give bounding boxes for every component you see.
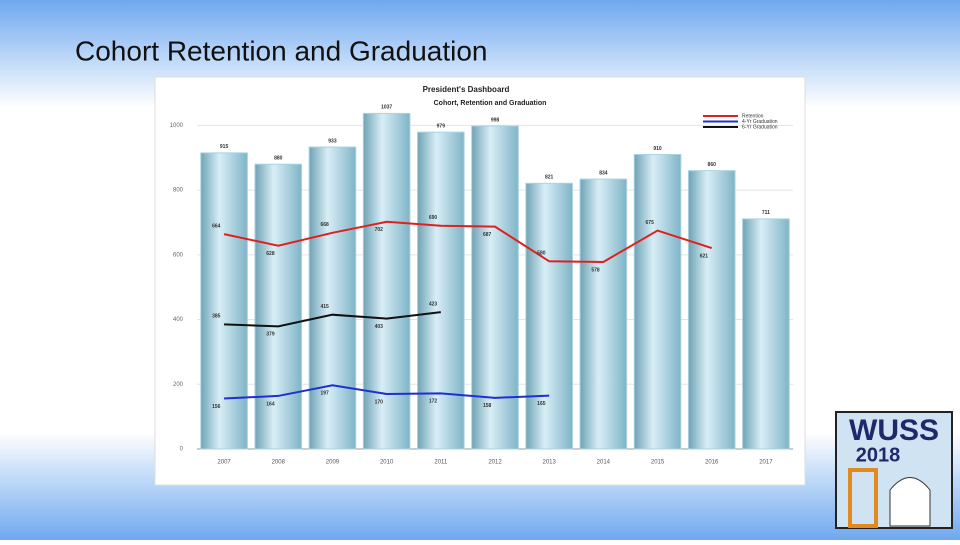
x-tick-label: 2015 <box>651 460 665 466</box>
legend-label: 6-Yr Graduation <box>742 124 778 130</box>
y-tick-label: 0 <box>180 447 184 453</box>
x-tick-label: 2014 <box>597 460 611 466</box>
line-label: 664 <box>212 223 221 229</box>
line-label: 580 <box>537 251 546 257</box>
x-tick-label: 2007 <box>217 460 231 466</box>
bar-label: 998 <box>491 117 500 123</box>
bar <box>254 163 303 450</box>
bar <box>471 125 519 450</box>
bar-label: 821 <box>545 175 554 181</box>
x-tick-label: 2009 <box>326 460 340 466</box>
bar <box>742 218 790 450</box>
line-label: 675 <box>646 220 655 226</box>
line-label: 403 <box>375 324 384 330</box>
line-label: 165 <box>537 401 546 407</box>
logo-tower <box>848 468 878 528</box>
bar-label: 910 <box>653 146 662 152</box>
y-tick-label: 800 <box>173 188 184 194</box>
line-label: 170 <box>375 399 384 405</box>
bar-label: 834 <box>599 170 608 176</box>
line-label: 415 <box>320 304 329 310</box>
line-label: 702 <box>375 227 384 233</box>
line-label: 628 <box>266 251 275 257</box>
chart-subtitle: Cohort, Retention and Graduation <box>434 100 547 107</box>
x-tick-label: 2010 <box>380 460 394 466</box>
bar-label: 711 <box>762 210 770 216</box>
slide-title: Cohort Retention and Graduation <box>75 35 488 66</box>
logo-year: 2018 <box>856 444 901 466</box>
x-tick-label: 2017 <box>759 460 773 466</box>
bar <box>362 112 411 450</box>
line-label: 423 <box>429 301 438 307</box>
y-tick-label: 1000 <box>170 123 184 129</box>
bar-label: 933 <box>328 138 337 144</box>
chart-title: President's Dashboard <box>423 85 510 94</box>
bar-label: 860 <box>708 162 717 168</box>
line-label: 687 <box>483 232 492 238</box>
line-label: 164 <box>266 401 275 407</box>
line-label: 172 <box>429 399 438 405</box>
line-label: 158 <box>483 403 492 409</box>
legend-label: Retention <box>742 113 764 119</box>
line-label: 379 <box>266 332 275 338</box>
x-tick-label: 2011 <box>434 460 448 466</box>
line-label: 690 <box>429 215 438 221</box>
legend-label: 4-Yr Graduation <box>742 119 778 125</box>
bar-label: 979 <box>437 123 446 129</box>
x-tick-label: 2016 <box>705 460 719 466</box>
x-tick-label: 2012 <box>488 460 502 466</box>
line-label: 385 <box>212 314 221 320</box>
logo-text: WUSS <box>849 414 939 447</box>
line-label: 197 <box>320 391 329 397</box>
line-label: 578 <box>591 267 600 273</box>
bar-label: 880 <box>274 156 283 162</box>
bar <box>579 178 628 450</box>
line <box>223 220 713 263</box>
bar-label: 915 <box>220 144 229 150</box>
bar <box>525 182 573 450</box>
line <box>224 311 441 328</box>
logo-capitol <box>889 477 931 527</box>
x-tick-label: 2013 <box>543 460 557 466</box>
line-label: 621 <box>700 253 709 259</box>
y-tick-label: 600 <box>173 252 184 258</box>
x-tick-label: 2008 <box>272 460 286 466</box>
y-tick-label: 200 <box>173 382 184 388</box>
line <box>224 384 550 400</box>
logo: WUSS 2018 <box>835 411 953 529</box>
bar <box>633 153 682 450</box>
bar <box>687 170 736 450</box>
bar <box>308 146 357 450</box>
line-label: 668 <box>320 222 329 228</box>
bar <box>417 131 465 450</box>
line-label: 156 <box>212 404 221 410</box>
bar-label: 1037 <box>381 105 392 111</box>
bar <box>200 152 248 450</box>
y-tick-label: 400 <box>173 317 184 323</box>
